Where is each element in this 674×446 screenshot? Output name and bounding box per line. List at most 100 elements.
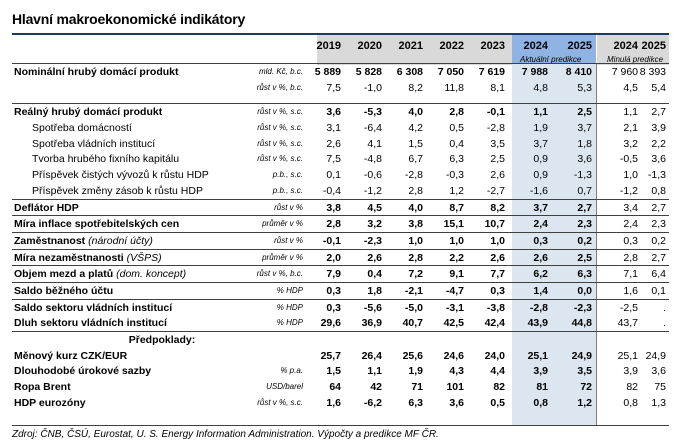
cell-value: -2,8 xyxy=(486,122,505,135)
cell-value: 5 828 xyxy=(355,66,382,78)
header-year: 2019 xyxy=(316,40,341,52)
cell-value: 2,6 xyxy=(533,251,548,264)
table-row: Nominální hrubý domácí produkt mld. Kč, b… xyxy=(12,63,669,80)
cell-value: 0,3 xyxy=(326,301,341,314)
cell-value: 0,8 xyxy=(623,396,638,409)
cell-value: 1,2 xyxy=(449,184,464,197)
row-unit: růst v %, s.c. xyxy=(257,138,303,148)
cell-value: -2,3 xyxy=(573,301,592,314)
cell-value: . xyxy=(663,301,666,314)
cell-value: 3,6 xyxy=(651,153,666,166)
row-label-note: (dom. koncept) xyxy=(113,268,187,281)
cell-value: 26,4 xyxy=(361,349,382,362)
cell-value: -5,6 xyxy=(363,301,382,314)
cell-value: 7 619 xyxy=(478,66,505,78)
cell-value: -0,5 xyxy=(619,153,638,166)
cell-value: -3,1 xyxy=(445,301,464,314)
row-label-text: Nominální hrubý domácí produkt xyxy=(14,66,179,78)
cell-value: 1,0 xyxy=(490,234,505,247)
cell-value: -2,1 xyxy=(404,284,423,297)
cell-value: 4,3 xyxy=(449,365,464,378)
cell-value: 0,1 xyxy=(326,169,341,182)
table-row: Objem mezd a platů (dom. koncept) růst v … xyxy=(12,265,669,282)
row-label: Objem mezd a platů (dom. koncept) xyxy=(14,268,186,280)
row-label: Spotřeba vládních institucí xyxy=(32,138,155,150)
row-label-text: Objem mezd a platů xyxy=(14,268,114,281)
cell-value: 4,8 xyxy=(533,81,548,94)
cell-value: 1,8 xyxy=(367,284,382,297)
cell-value: 6,4 xyxy=(651,268,666,281)
cell-value: 2,3 xyxy=(651,218,666,231)
cell-value: -5,0 xyxy=(404,301,423,314)
table-header: 2019 2020 2021 2022 2023 2024 2025 2024 2025 Akt… xyxy=(12,33,669,65)
cell-value: 2,8 xyxy=(408,251,423,264)
row-unit: průměr v % xyxy=(262,252,303,262)
table-row: Ropa Brent USD/barel 64 42 71 101 82 81 72 82 75 xyxy=(12,379,669,395)
cell-value: 3,7 xyxy=(533,137,548,150)
row-label-text: HDP eurozóny xyxy=(14,396,86,409)
cell-value: 2,6 xyxy=(490,251,505,264)
cell-value: 7 050 xyxy=(437,66,464,78)
cell-value: 11,8 xyxy=(444,81,464,94)
cell-value: 1,0 xyxy=(449,234,464,247)
cell-value: 6 308 xyxy=(396,66,423,78)
cell-value: -1,0 xyxy=(363,81,382,94)
table-row: Dluh sektoru vládních institucí % HDP 29,6… xyxy=(12,315,669,331)
cell-value: 0,9 xyxy=(533,153,548,166)
cell-value: -1,2 xyxy=(619,184,638,197)
cell-value: 42 xyxy=(370,381,382,394)
row-label-text: Tvorba hrubého fixního kapitálu xyxy=(32,153,180,166)
row-unit: růst v % xyxy=(274,202,303,212)
cell-value: 6,7 xyxy=(408,153,423,166)
row-unit: % p.a. xyxy=(280,366,303,376)
cell-value: 3,8 xyxy=(326,201,341,214)
header-year: 2020 xyxy=(357,40,382,52)
header-history-band xyxy=(317,35,512,65)
cell-value: 0,3 xyxy=(490,284,505,297)
row-label-text: Spotřeba domácností xyxy=(32,122,132,135)
cell-value: -4,8 xyxy=(363,153,382,166)
cell-value: 6,3 xyxy=(449,153,464,166)
cell-value: 8,2 xyxy=(408,81,423,94)
cell-value: 42,5 xyxy=(443,317,464,330)
cell-value: 2,8 xyxy=(326,218,341,231)
cell-value: 1,5 xyxy=(408,137,423,150)
cell-value: 0,1 xyxy=(651,284,666,297)
row-label: HDP eurozóny xyxy=(14,397,86,409)
cell-value: 6,3 xyxy=(408,396,423,409)
header-divider xyxy=(596,35,597,65)
current-forecast-column-band xyxy=(512,63,596,426)
cell-value: 1,6 xyxy=(623,284,638,297)
row-label: Saldo běžného účtu xyxy=(14,285,113,297)
cell-value: 8,7 xyxy=(449,201,464,214)
cell-value: 8,2 xyxy=(490,201,505,214)
table-body: Nominální hrubý domácí produkt mld. Kč, b… xyxy=(12,63,669,410)
cell-value: 1,3 xyxy=(651,396,666,409)
cell-value: 81 xyxy=(536,381,548,394)
row-unit: % HDP xyxy=(276,285,303,295)
cell-value: 24,6 xyxy=(443,349,464,362)
cell-value: 3,5 xyxy=(577,365,592,378)
cell-value: 4,2 xyxy=(408,122,423,135)
cell-value: 1,1 xyxy=(623,106,638,119)
cell-value: 3,6 xyxy=(326,106,341,119)
cell-value: 24,9 xyxy=(645,349,666,362)
cell-value: 4,0 xyxy=(408,201,423,214)
table-row: Tvorba hrubého fixního kapitálu růst v %,… xyxy=(12,151,669,167)
cell-value: -0,3 xyxy=(445,169,464,182)
cell-value: 71 xyxy=(411,381,423,394)
forecast-divider xyxy=(596,63,597,426)
cell-value: -5,3 xyxy=(363,106,382,119)
cell-value: 82 xyxy=(493,381,505,394)
row-label-text: Dlouhodobé úrokové sazby xyxy=(14,365,152,378)
row-unit: růst v % xyxy=(274,235,303,245)
cell-value: 1,0 xyxy=(623,169,638,182)
bottom-rule xyxy=(12,425,669,426)
table-row: Spotřeba vládních institucí růst v %, s.c… xyxy=(12,136,669,152)
cell-value: 7 960 xyxy=(611,66,638,78)
row-label-text: Reálný hrubý domácí produkt xyxy=(14,106,163,119)
cell-value: -1,6 xyxy=(529,184,548,197)
row-label: Příspěvek změny zásob k růstu HDP xyxy=(32,185,203,197)
row-label: Ropa Brent xyxy=(14,381,71,393)
